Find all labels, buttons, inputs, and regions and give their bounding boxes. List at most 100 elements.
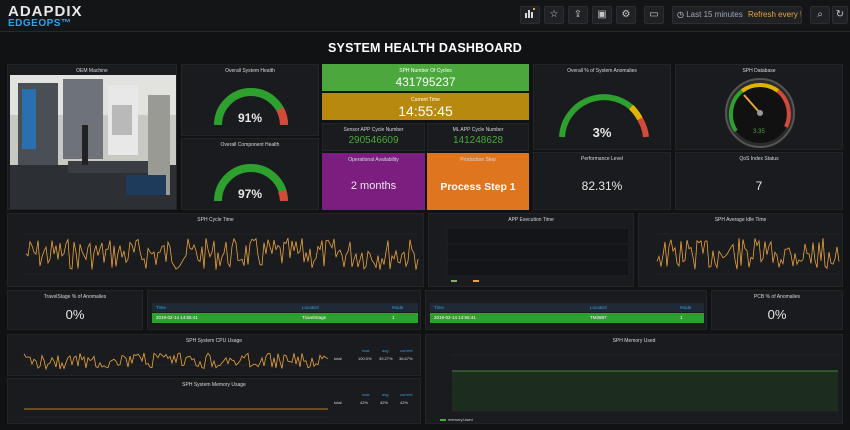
sph-average-idle-panel: SPH Average Idle Time [638, 213, 843, 287]
table-cell: 1 [680, 315, 683, 320]
panel-title: Overall % of System Anomalies [567, 68, 637, 74]
legend-current: 42% [400, 400, 409, 405]
refresh-icon[interactable]: ↻ [832, 6, 848, 24]
machine-photo [10, 75, 176, 209]
search-icon[interactable]: ⌕ [810, 6, 830, 24]
database-gauge [725, 78, 795, 148]
table-row: 2019-02-14 14:55:41 TM2887 1 [430, 313, 704, 323]
app-execution-time-panel: APP Execution Time [428, 213, 634, 287]
database-value: 3.35 [753, 129, 765, 135]
column-header[interactable]: Time [434, 305, 444, 310]
brand-product: EDGEOPS™ [8, 18, 72, 29]
legend-max-header[interactable]: max [362, 348, 370, 353]
system-health-gauge [214, 88, 289, 126]
ml-cycle-value: 141248628 [452, 135, 504, 146]
anomalies-value: 3% [592, 125, 612, 140]
panel-title: Operational Availability [348, 157, 399, 163]
star-icon[interactable]: ☆ [544, 6, 564, 24]
legend-current-header[interactable]: current [400, 392, 413, 397]
anomalies-gauge [559, 94, 649, 138]
monitor-icon[interactable]: ▭ [644, 6, 664, 24]
panel-title: SPH Memory Used [612, 338, 656, 344]
sph-memory-used-panel: SPH Memory Used memory.Used [425, 334, 843, 424]
legend-max: 100.0% [358, 356, 372, 361]
table-cell: 2019-02-14 14:55:41 [434, 315, 476, 320]
table-header: Time Location Mode [430, 303, 704, 312]
panel-title: Performance Level [581, 156, 623, 162]
operational-availability-panel: Operational Availability 2 months [322, 153, 425, 210]
operational-availability-value: 2 months [350, 180, 397, 192]
chart-add-icon[interactable] [520, 6, 540, 24]
brand-name: ADAPDIX [8, 3, 83, 20]
travelstage-anomalies-value: 0% [65, 307, 85, 322]
panel-title: Overall System Health [225, 68, 275, 74]
table-header: Time Location Mode [152, 303, 418, 312]
overall-component-health-panel: Overall Component Health 97% [181, 138, 319, 210]
panel-title: SPH Database [742, 68, 776, 74]
time-range-label: Last 15 minutes [686, 10, 743, 19]
panel-title: Current Time [411, 97, 440, 103]
panel-title: OEM Machine [76, 68, 108, 74]
column-header[interactable]: Time [156, 305, 166, 310]
time-range-picker[interactable]: ◷ Last 15 minutes Refresh every 5s [672, 6, 802, 24]
app-execution-chart [446, 227, 630, 282]
legend-series[interactable]: memory.Used [448, 417, 473, 422]
current-time-panel: Current Time 14:55:45 [322, 93, 529, 120]
memory-usage-chart [24, 408, 328, 418]
legend-current: 36.67% [399, 356, 413, 361]
table-cell: 1 [392, 315, 395, 320]
legend-max: 42% [360, 400, 369, 405]
save-icon[interactable]: ▣ [592, 6, 612, 24]
panel-title: SPH System Memory Usage [182, 382, 246, 388]
column-header[interactable]: Location [302, 305, 320, 310]
legend-current-header[interactable]: current [400, 348, 413, 353]
top-bar: ADAPDIX EDGEOPS™ ☆ ⇪ ▣ ⚙ ▭ ◷ Last 15 min… [0, 0, 850, 32]
component-health-gauge [214, 164, 288, 202]
oem-machine-panel: OEM Machine [7, 64, 177, 210]
panel-title: APP Execution Time [508, 217, 554, 223]
qos-index-value: 7 [755, 179, 763, 193]
clock-icon: ◷ [677, 10, 684, 19]
panel-title: QoS Index Status [739, 156, 779, 162]
dashboard-title: SYSTEM HEALTH DASHBOARD [328, 41, 522, 55]
system-health-value: 91% [237, 111, 263, 125]
column-header[interactable]: Mode [392, 305, 404, 310]
sensor-cycle-panel: Sensor APP Cycle Number 290546609 [322, 123, 425, 151]
ml-cycle-panel: ML APP Cycle Number 141248628 [427, 123, 529, 151]
legend-avg-header[interactable]: avg [382, 392, 389, 397]
production-step-value: Process Step 1 [440, 181, 516, 193]
sph-memory-usage-panel: SPH System Memory Usage max avg current … [7, 378, 421, 424]
pcb-anomalies-panel: PCB % of Anomalies 0% [711, 290, 843, 330]
panel-title: PCB % of Anomalies [753, 294, 801, 300]
table-row: 2019-02-14 14:55:41 TravelStage 1 [152, 313, 418, 323]
legend-avg-header[interactable]: avg [382, 348, 389, 353]
legend-avg: 39.27% [379, 356, 393, 361]
legend-series[interactable]: total [334, 400, 342, 405]
gear-icon[interactable]: ⚙ [616, 6, 636, 24]
panel-title: TravelStage % of Anomalies [43, 294, 107, 300]
column-header[interactable]: Location [590, 305, 608, 310]
refresh-rate-label: Refresh every 5s [747, 10, 801, 19]
panel-title: SPH Average Idle Time [714, 217, 767, 223]
pcb-anomalies-value: 0% [767, 307, 787, 322]
panel-title: SPH Number Of Cycles [399, 68, 452, 74]
column-header[interactable]: Mode [680, 305, 692, 310]
panel-title: SPH System CPU Usage [185, 338, 243, 344]
sph-cycles-panel: SPH Number Of Cycles 431795237 [322, 64, 529, 91]
qos-index-panel: QoS Index Status 7 [675, 152, 843, 210]
legend-max-header[interactable]: max [362, 392, 370, 397]
panel-title: Overall Component Health [220, 142, 280, 148]
legend-avg: 42% [380, 400, 389, 405]
sph-database-panel: SPH Database 3.35 [675, 64, 843, 150]
current-time-value: 14:55:45 [398, 103, 453, 119]
sph-cpu-panel: SPH System CPU Usage max avg current tot… [7, 334, 421, 376]
overall-anomalies-panel: Overall % of System Anomalies 3% [533, 64, 671, 150]
panel-title: SPH Cycle Time [197, 217, 234, 223]
left-table-panel: Time Location Mode 2019-02-14 14:55:41 T… [147, 290, 421, 330]
share-icon[interactable]: ⇪ [568, 6, 588, 24]
panel-title: ML APP Cycle Number [452, 127, 504, 133]
cycle-time-chart [25, 233, 419, 275]
table-cell: TM2887 [590, 315, 607, 320]
panel-title: Sensor APP Cycle Number [343, 127, 404, 133]
legend-series[interactable]: total [334, 356, 342, 361]
